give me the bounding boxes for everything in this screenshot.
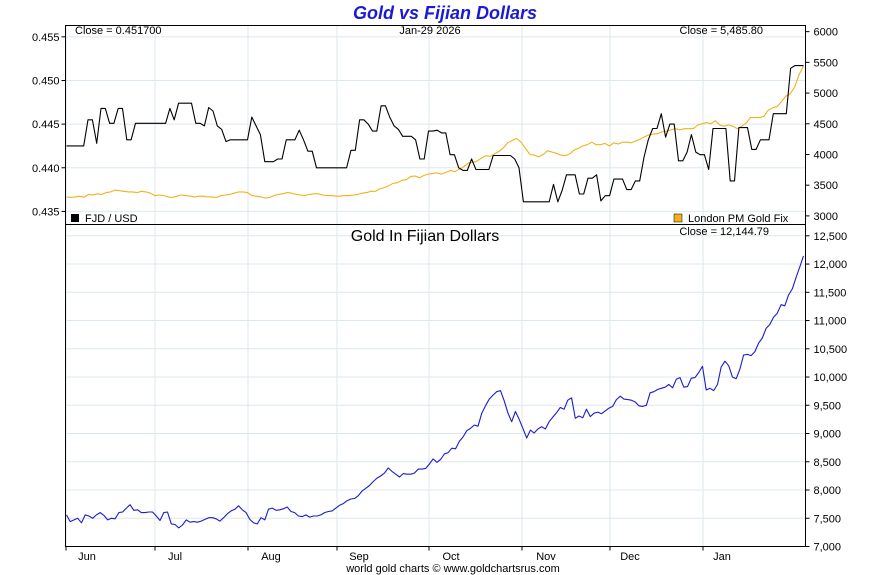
bottom-panel-series [66,255,805,529]
bottom-subtitle: Gold In Fijian Dollars [351,228,500,245]
right-tick-label: 5500 [814,57,838,69]
bottom-tick-label: 8,500 [814,457,842,469]
top-panel-grid [65,25,806,225]
gold-fix-series-line [66,65,804,199]
right-tick-label: 4000 [814,149,838,161]
legend-gold-label: London PM Gold Fix [688,213,789,225]
right-tick-label: 4500 [814,119,838,131]
bottom-tick-label: 11,500 [814,287,847,299]
chart-title: Gold vs Fijian Dollars [353,3,537,23]
right-tick-label: 3000 [814,211,838,223]
bottom-tick-label: 7,500 [814,513,842,525]
bottom-tick-label: 11,000 [814,316,847,328]
fjd-usd-series-line [66,65,804,203]
bottom-close-label: Close = 12,144.79 [679,226,769,238]
gold-close-label: Close = 5,485.80 [680,25,763,37]
left-tick-label: 0.440 [32,163,60,175]
left-tick-label: 0.450 [32,75,60,87]
bottom-tick-label: 10,500 [814,344,848,356]
x-tick-label-oct: Oct [442,551,459,563]
left-tick-label: 0.455 [32,32,60,44]
legend-fjd-label: FJD / USD [85,213,138,225]
axis-ticks: 0.455 0.450 0.445 0.440 0.435 6000 5500 5000 450… [32,27,847,563]
bottom-panel-frame [65,224,806,547]
gold-in-fjd-series-line [66,255,805,529]
right-tick-label: 6000 [814,27,838,39]
x-tick-label-dec: Dec [620,551,640,563]
bottom-tick-label: 10,000 [814,372,848,384]
left-tick-label: 0.435 [32,206,60,218]
x-tick-label-nov: Nov [536,551,556,563]
legend-fjd-swatch [71,214,79,222]
bottom-tick-label: 9,000 [814,429,842,441]
legend-gold-swatch [673,213,683,223]
x-tick-label-aug: Aug [261,551,281,563]
x-tick-label-jun: Jun [78,551,96,563]
footer-credit: world gold charts © www.goldchartsrus.co… [345,563,560,575]
left-tick-label: 0.445 [32,119,60,131]
top-panel-series [66,65,804,203]
right-tick-label: 3500 [814,180,838,192]
date-label: Jan-29 2026 [399,25,460,37]
bottom-tick-label: 9,500 [814,400,842,412]
bottom-tick-label: 7,000 [814,542,842,554]
bottom-tick-label: 12,000 [814,259,848,271]
x-tick-label-sep: Sep [349,551,369,563]
x-tick-label-jan: Jan [713,551,731,563]
x-tick-label-jul: Jul [168,551,182,563]
bottom-tick-label: 12,500 [814,231,848,243]
bottom-tick-label: 8,000 [814,485,842,497]
right-tick-label: 5000 [814,88,838,100]
fjd-close-label: Close = 0.451700 [75,25,162,37]
